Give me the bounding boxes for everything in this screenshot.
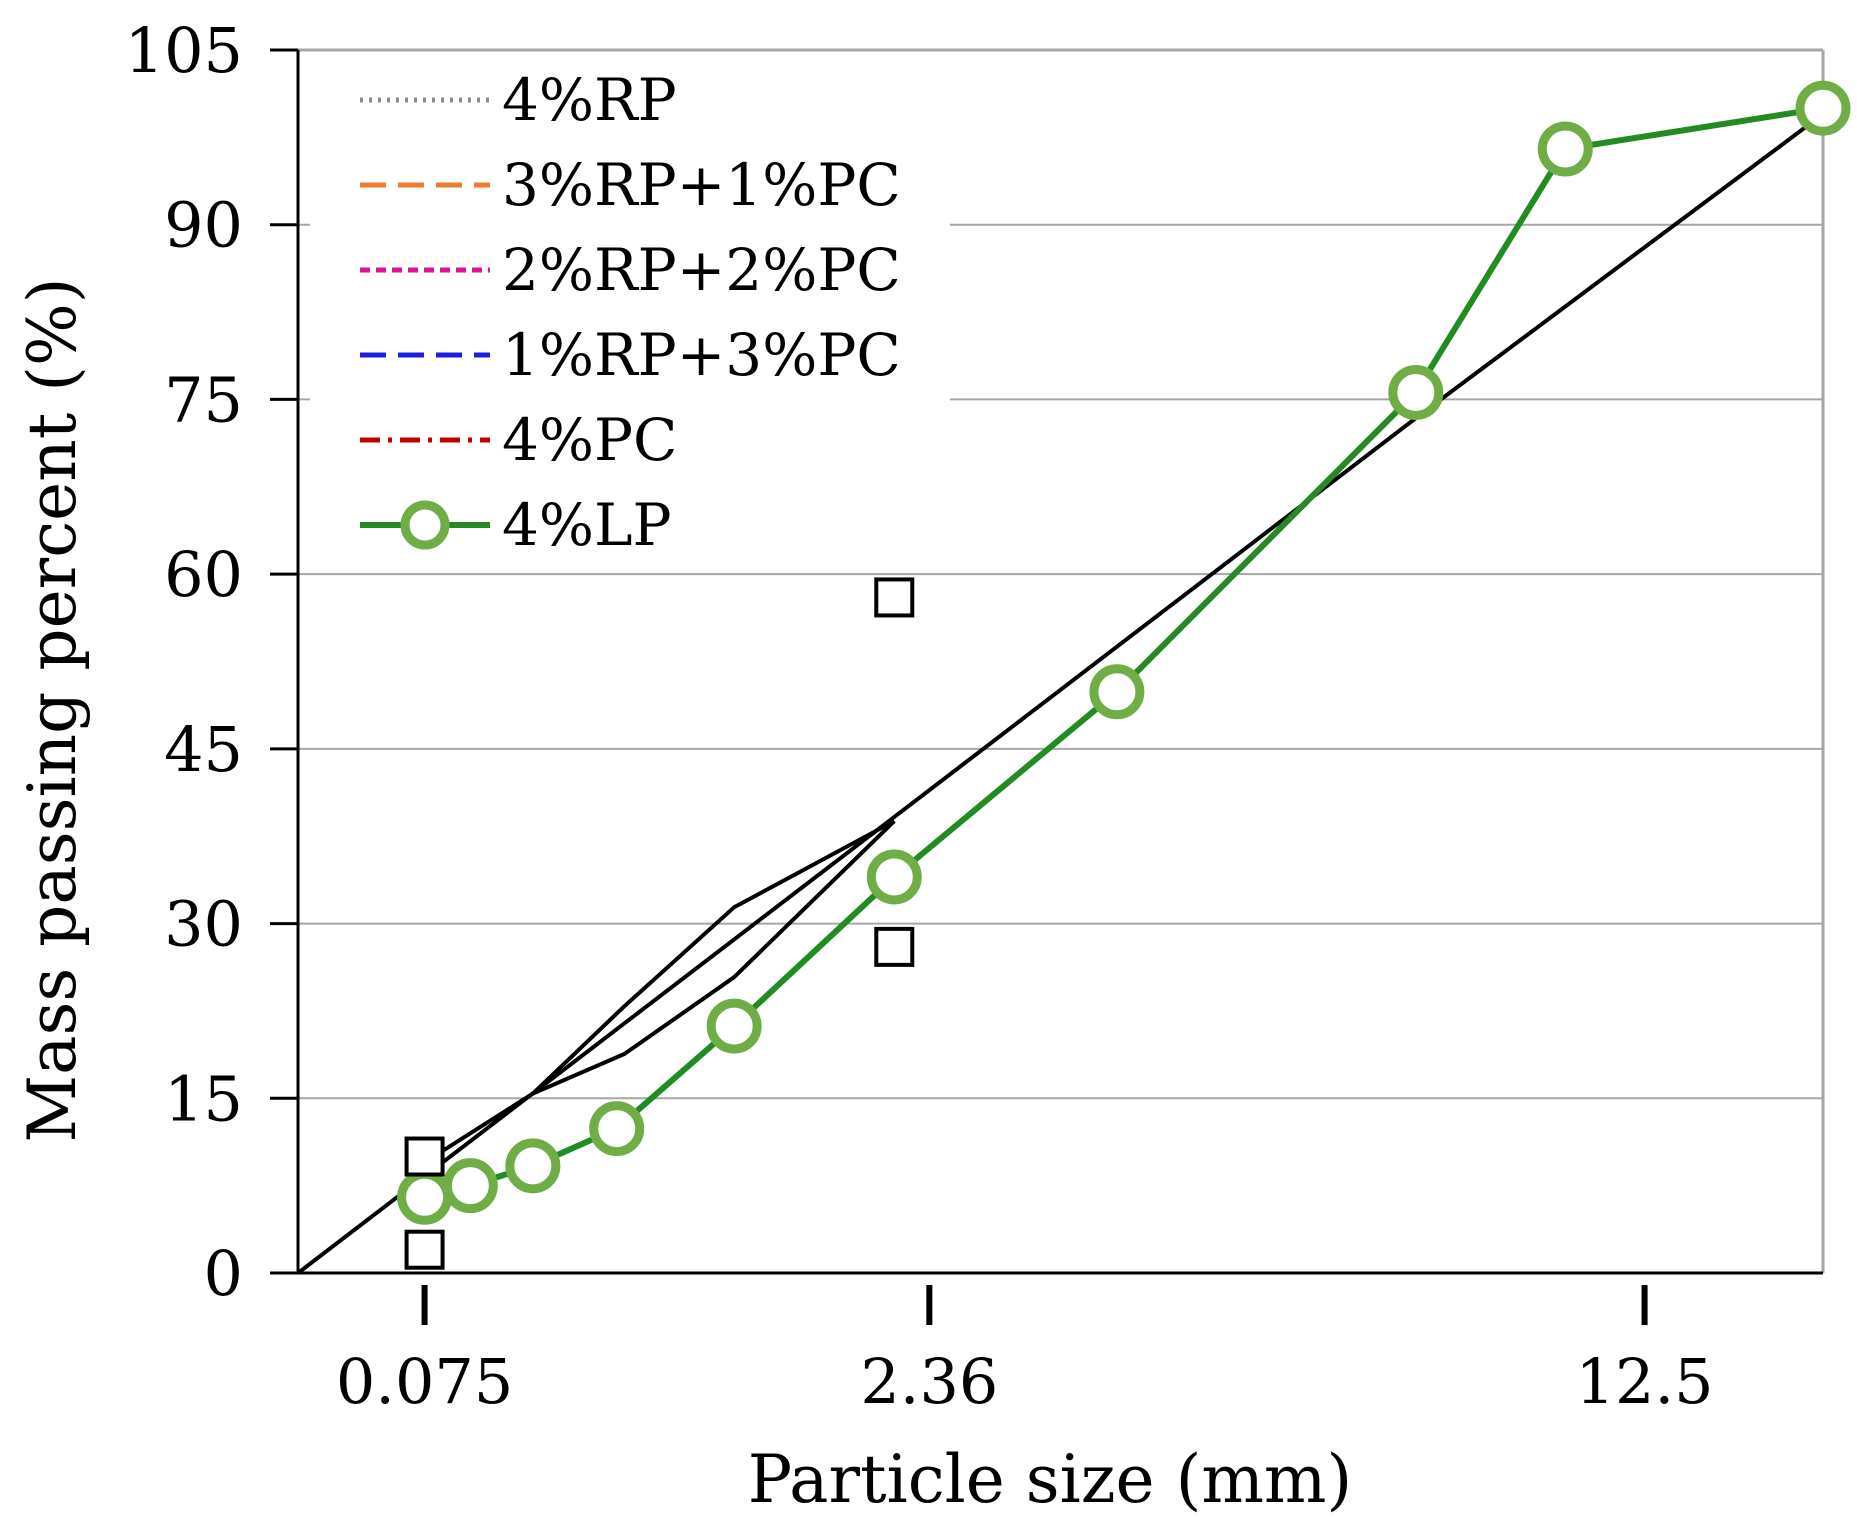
series-line-4%LP — [423, 105, 1824, 1201]
legend-label: 3%RP+1%PC — [502, 151, 901, 219]
y-tick-label: 0 — [204, 1237, 243, 1310]
y-tick-label: 75 — [164, 363, 243, 436]
data-point-4%LP — [505, 1138, 561, 1194]
legend-label: 4%PC — [502, 406, 677, 474]
control-points — [404, 577, 915, 1270]
y-tick-label: 45 — [164, 713, 243, 786]
x-tick-label: 0.075 — [336, 1345, 514, 1418]
y-tick-label: 15 — [164, 1062, 243, 1135]
data-point-4%LP — [1388, 364, 1444, 420]
plot-frame — [296, 48, 1825, 1275]
lower-limit — [532, 819, 896, 1096]
data-point-4%LP — [1089, 664, 1145, 720]
legend-label: 4%RP — [502, 66, 677, 134]
y-tick-label: 105 — [125, 14, 243, 87]
x-tick-label: 2.36 — [860, 1345, 998, 1418]
x-axis-title: Particle size (mm) — [748, 1441, 1353, 1518]
legend-label: 4%LP — [502, 491, 672, 559]
legend-label: 2%RP+2%PC — [502, 236, 901, 304]
x-tick-label: 12.5 — [1576, 1345, 1714, 1418]
data-point-4%LP — [442, 1158, 498, 1214]
control-point — [404, 1136, 445, 1177]
y-axis-ticks: 0 15 30 45 60 75 90 105 — [125, 14, 298, 1310]
legend-box — [310, 58, 950, 558]
control-point — [874, 577, 915, 618]
control-point — [874, 926, 915, 967]
y-axis-title: Mass passing percent (%) — [14, 278, 91, 1143]
y-tick-label: 30 — [164, 888, 243, 961]
x-axis-ticks: 0.075 2.36 12.5 — [336, 1285, 1714, 1418]
data-point-4%LP — [866, 849, 922, 905]
data-point-4%LP — [589, 1101, 645, 1157]
data-point-4%LP — [397, 1169, 453, 1225]
legend-marker — [400, 500, 450, 550]
y-tick-label: 60 — [164, 538, 243, 611]
control-point — [404, 1229, 445, 1270]
legend: 4%RP 3%RP+1%PC 2%RP+2%PC 1%RP+3%PC 4%PC 4%LP — [310, 58, 950, 559]
data-point-4%LP — [1537, 121, 1593, 177]
upper-limit — [423, 819, 896, 1164]
series-lines — [397, 80, 1851, 1225]
legend-label: 1%RP+3%PC — [502, 321, 901, 389]
y-tick-label: 90 — [164, 189, 243, 262]
data-point-4%LP — [706, 998, 762, 1054]
data-point-4%LP — [1795, 80, 1851, 136]
